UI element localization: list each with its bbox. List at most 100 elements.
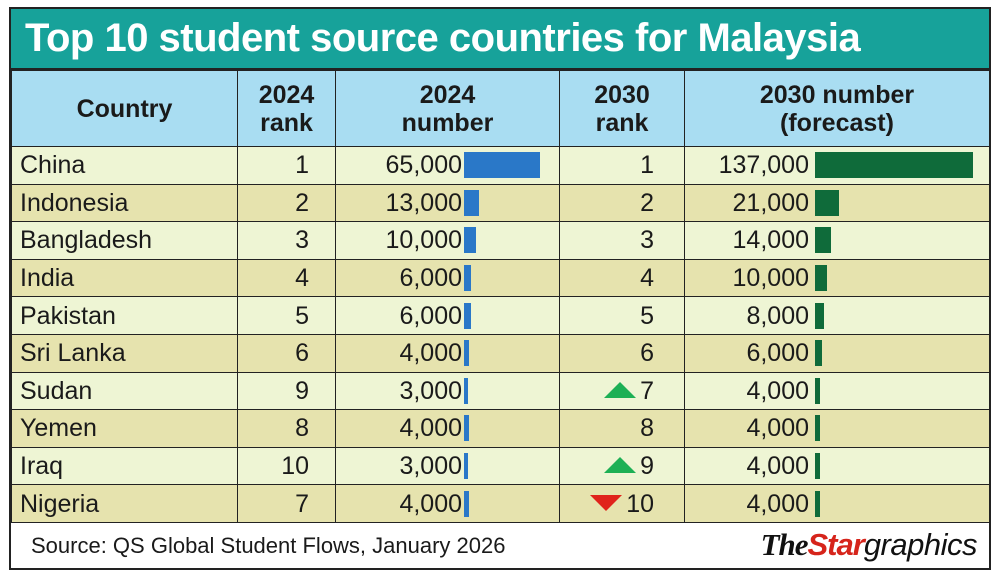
- number-2030-cell: 10,000: [684, 258, 990, 298]
- rank-2024-cell: 9: [237, 371, 336, 411]
- country-cell: Sri Lanka: [11, 333, 238, 373]
- title-bar: Top 10 student source countries for Mala…: [11, 9, 989, 70]
- bar-2024: [464, 453, 468, 480]
- number-2030-label: 4,000: [746, 414, 809, 443]
- number-2024-label: 6,000: [399, 264, 462, 293]
- rank-2030-value: 9: [640, 452, 654, 481]
- number-2030-label: 8,000: [746, 301, 809, 330]
- number-2024-label: 4,000: [399, 339, 462, 368]
- header-number-2030-line2: (forecast): [780, 108, 894, 137]
- bar-2030: [815, 453, 820, 480]
- number-2024-cell: 4,000: [335, 484, 560, 523]
- number-2024-cell: 3,000: [335, 446, 560, 486]
- number-2030-label: 10,000: [732, 264, 809, 293]
- country-cell: Yemen: [11, 409, 238, 448]
- bar-2030: [815, 227, 831, 254]
- header-country: Country: [11, 70, 238, 147]
- number-2030-cell: 4,000: [684, 371, 990, 411]
- bar-2024: [464, 490, 469, 517]
- rank-2030-cell: 5: [559, 296, 685, 335]
- rank-2030-value: 5: [640, 301, 654, 330]
- bar-2030: [815, 152, 973, 179]
- country-cell: Bangladesh: [11, 221, 238, 260]
- table-row: Bangladesh 3 10,000 3 14,000: [11, 221, 990, 260]
- number-2030-label: 14,000: [732, 226, 809, 255]
- table-row: Indonesia 2 13,000 2 21,000: [11, 183, 990, 223]
- country-cell: Sudan: [11, 371, 238, 411]
- number-2024-label: 65,000: [385, 151, 462, 180]
- rank-2030-value: 7: [640, 376, 654, 405]
- table-row: China 1 65,000 1 137,000: [11, 146, 990, 185]
- country-cell: Nigeria: [11, 484, 238, 523]
- number-2030-label: 4,000: [746, 489, 809, 518]
- number-2024-label: 4,000: [399, 489, 462, 518]
- rank-2030-cell: 1: [559, 146, 685, 185]
- number-2024-cell: 10,000: [335, 221, 560, 260]
- bar-2030: [815, 490, 820, 517]
- rank-2024-cell: 10: [237, 446, 336, 486]
- number-2030-label: 4,000: [746, 452, 809, 481]
- rank-2024-cell: 6: [237, 333, 336, 373]
- number-2024-cell: 3,000: [335, 371, 560, 411]
- number-2030-cell: 137,000: [684, 146, 990, 185]
- country-cell: India: [11, 258, 238, 298]
- rank-2030-value: 4: [640, 264, 654, 293]
- header-number-2024-line2: number: [401, 108, 494, 137]
- number-2030-cell: 4,000: [684, 446, 990, 486]
- number-2024-label: 3,000: [399, 452, 462, 481]
- number-2024-label: 6,000: [399, 301, 462, 330]
- bar-2024: [464, 415, 469, 442]
- bar-2024: [464, 152, 540, 179]
- source-note: Source: QS Global Student Flows, January…: [31, 533, 506, 558]
- number-2030-cell: 8,000: [684, 296, 990, 335]
- rank-up-arrow-icon: [604, 382, 637, 399]
- number-2024-label: 10,000: [385, 226, 462, 255]
- rank-2024-cell: 3: [237, 221, 336, 260]
- country-cell: Pakistan: [11, 296, 238, 335]
- rank-2030-value: 8: [640, 414, 654, 443]
- country-cell: Indonesia: [11, 183, 238, 223]
- bar-2024: [464, 189, 479, 216]
- rank-2030-cell: 6: [559, 333, 685, 373]
- rank-2030-cell: 3: [559, 221, 685, 260]
- table-row: Sri Lanka 6 4,000 6 6,000: [11, 333, 990, 373]
- logo-star: Star: [807, 527, 865, 562]
- logo-the: The: [760, 527, 809, 562]
- bar-2030: [815, 302, 824, 329]
- rank-2030-value: 6: [640, 339, 654, 368]
- rank-2030-value: 3: [640, 226, 654, 255]
- number-2030-cell: 4,000: [684, 484, 990, 523]
- header-number-2030: 2030 number (forecast): [684, 70, 990, 147]
- logo-graphics: graphics: [863, 527, 978, 562]
- rank-2030-cell: 4: [559, 258, 685, 298]
- table-row: Iraq 10 3,000 9 4,000: [11, 446, 990, 486]
- header-rank-2030-line2: rank: [595, 108, 649, 137]
- number-2024-cell: 4,000: [335, 409, 560, 448]
- bar-2030: [815, 415, 820, 442]
- bar-2024: [464, 377, 468, 404]
- bar-2024: [464, 302, 471, 329]
- table-row: Yemen 8 4,000 8 4,000: [11, 409, 990, 448]
- rank-2024-cell: 5: [237, 296, 336, 335]
- rank-up-arrow-icon: [604, 457, 637, 474]
- chart-title: Top 10 student source countries for Mala…: [25, 16, 861, 60]
- bar-2030: [815, 377, 820, 404]
- rank-2030-cell: 2: [559, 183, 685, 223]
- rank-2030-value: 1: [640, 151, 654, 180]
- bar-2024: [464, 265, 471, 292]
- number-2030-cell: 14,000: [684, 221, 990, 260]
- number-2030-label: 137,000: [718, 151, 809, 180]
- rank-2030-value: 2: [640, 188, 654, 217]
- number-2030-label: 21,000: [732, 188, 809, 217]
- header-rank-2024-line1: 2024: [258, 80, 315, 109]
- table-row: India 4 6,000 4 10,000: [11, 258, 990, 298]
- bar-2024: [464, 340, 469, 367]
- table-body: China 1 65,000 1 137,000 Indonesia 2 13,000 2 21,…: [11, 146, 990, 523]
- rank-2030-cell: 7: [559, 371, 685, 411]
- data-table: Country 2024 rank 2024 number 2030 rank …: [11, 70, 990, 523]
- rank-2030-value: 10: [626, 489, 654, 518]
- rank-2024-cell: 7: [237, 484, 336, 523]
- rank-2024-cell: 4: [237, 258, 336, 298]
- bar-2030: [815, 340, 822, 367]
- country-cell: Iraq: [11, 446, 238, 486]
